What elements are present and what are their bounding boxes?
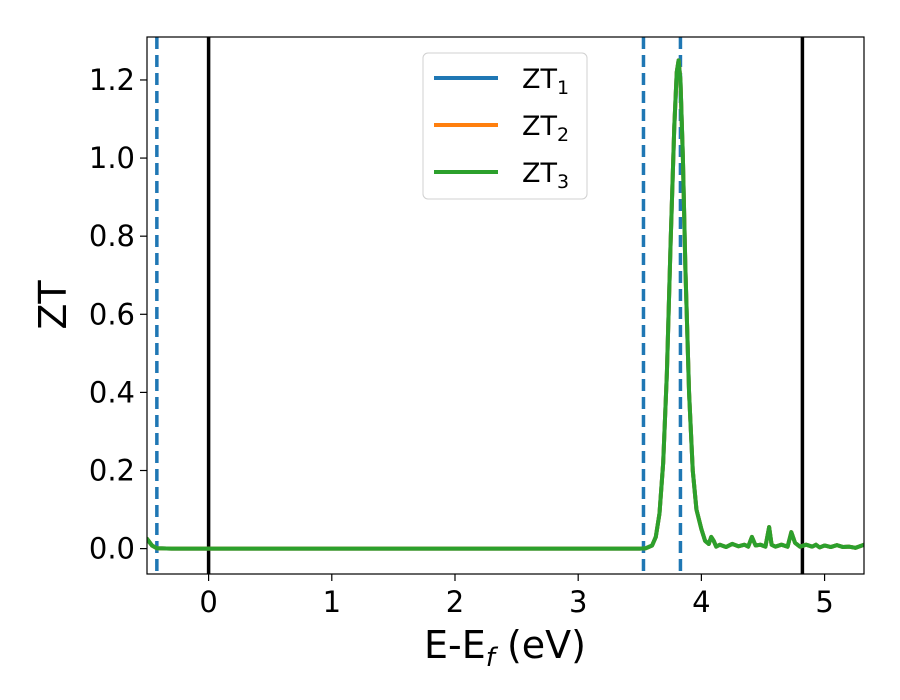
- x-tick-label: 1: [323, 585, 341, 619]
- x-axis-ticks: 0 1 2 3 4 5: [199, 574, 834, 619]
- y-tick-label: 0.8: [89, 219, 135, 253]
- y-axis-label: ZT: [31, 280, 75, 330]
- legend: ZT1 ZT2 ZT3: [422, 52, 588, 200]
- legend-label-1: ZT1: [522, 64, 569, 99]
- reference-lines: [155, 37, 805, 574]
- x-axis-label-base: E-E: [424, 623, 486, 667]
- y-tick-label: 0.6: [89, 297, 135, 331]
- y-tick-label: 0.2: [89, 454, 135, 488]
- y-axis-ticks: 0.0 0.2 0.4 0.6 0.8 1.0 1.2: [89, 63, 147, 566]
- y-tick-label: 1.2: [89, 63, 135, 97]
- x-tick-label: 5: [815, 585, 833, 619]
- legend-box: [422, 52, 588, 200]
- series-lines: [147, 58, 864, 551]
- legend-label-3: ZT3: [522, 158, 569, 193]
- series-line-3: [147, 58, 864, 551]
- y-tick-label: 1.0: [89, 141, 135, 175]
- y-tick-label: 0.4: [89, 375, 135, 409]
- x-tick-label: 2: [446, 585, 464, 619]
- x-tick-label: 4: [692, 585, 710, 619]
- x-tick-label: 0: [199, 585, 217, 619]
- legend-label-2: ZT2: [522, 111, 569, 146]
- y-tick-label: 0.0: [89, 532, 135, 566]
- x-axis-label: E-Ef (eV): [424, 623, 586, 673]
- x-axis-label-tail: (eV): [495, 623, 586, 667]
- plot-frame: [146, 36, 865, 575]
- x-tick-label: 3: [569, 585, 587, 619]
